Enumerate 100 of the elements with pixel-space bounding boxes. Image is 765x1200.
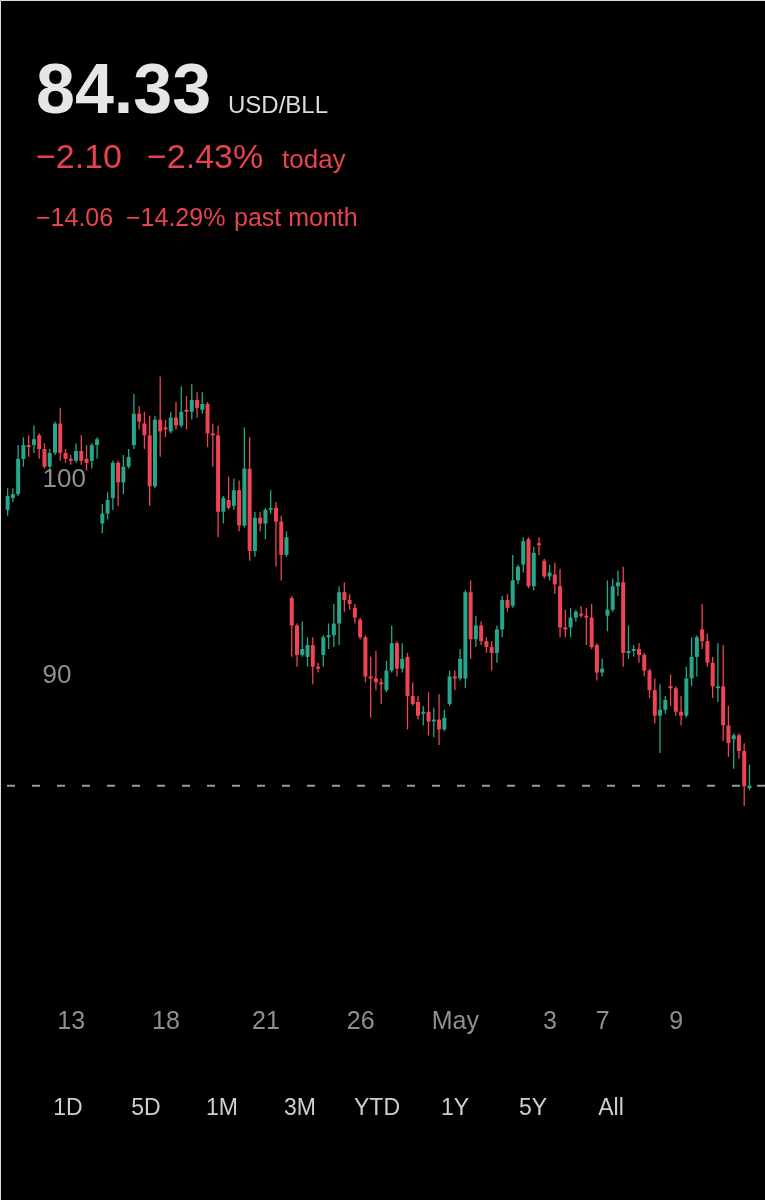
candlestick (100, 503, 105, 534)
candlestick (326, 622, 331, 650)
candlestick (158, 375, 163, 458)
annotation: −2.10 (36, 137, 123, 175)
annotation: −2.43% (147, 137, 264, 175)
candlestick (658, 683, 663, 754)
candlestick (726, 705, 731, 758)
annotation: 1Y (440, 1094, 470, 1120)
candlestick (268, 489, 273, 515)
annotation: −14.29% (126, 203, 226, 231)
x-tick-label: May (431, 1005, 480, 1034)
annotation: 5D (131, 1094, 161, 1120)
candlestick (636, 642, 641, 664)
candlestick (668, 673, 673, 707)
candlestick (221, 495, 226, 525)
candlestick (731, 732, 736, 770)
candlestick (84, 444, 89, 472)
candlestick (689, 636, 694, 687)
candlestick (184, 395, 189, 431)
annotation: past month (234, 203, 358, 231)
candlestick (258, 511, 263, 533)
candlestick (710, 656, 715, 699)
y-tick-label: 100 (42, 462, 86, 493)
candlestick (568, 607, 573, 638)
text: 84.33 (36, 50, 212, 128)
x-tick-label: 18 (152, 1005, 180, 1034)
candlestick (373, 650, 378, 691)
candlestick (137, 405, 142, 431)
candlestick (310, 636, 315, 685)
candlestick (479, 620, 484, 646)
candlestick (384, 660, 389, 693)
candlestick (521, 536, 526, 574)
candlestick (79, 434, 84, 466)
candlestick (342, 581, 347, 613)
candlestick (231, 477, 236, 511)
candlestick (579, 605, 584, 619)
candlestick (615, 569, 620, 597)
candlestick (121, 454, 126, 495)
candlestick (31, 424, 36, 454)
candlestick (316, 662, 321, 674)
x-tick-label: 3 (543, 1005, 557, 1034)
x-tick-label: 26 (346, 1005, 375, 1034)
candlestick (305, 636, 310, 668)
candlestick (552, 562, 557, 595)
candlestick (321, 634, 326, 668)
candlestick (584, 607, 589, 646)
x-tick-label: 13 (57, 1005, 86, 1034)
candlestick (358, 617, 363, 640)
candlestick (400, 642, 405, 674)
candlestick (679, 695, 684, 727)
candlestick (47, 448, 52, 470)
candlestick (421, 705, 426, 727)
candlestick (116, 460, 121, 507)
annotation: today (282, 144, 346, 174)
candlestick (21, 436, 26, 468)
candlestick (705, 632, 710, 668)
candlestick (300, 620, 305, 658)
candlestick (426, 691, 431, 736)
candlestick (189, 383, 194, 421)
x-tick-label: 21 (252, 1005, 280, 1034)
candlestick (647, 667, 652, 699)
candlestick (736, 732, 741, 760)
candlestick (605, 579, 610, 633)
text: USD/BLL (228, 91, 329, 118)
annotation: −14.06 (36, 203, 114, 231)
candlestick (200, 391, 205, 415)
annotation: YTD (354, 1094, 400, 1120)
candlestick (379, 677, 384, 705)
candlestick (473, 615, 478, 648)
candlestick (610, 577, 615, 613)
candlestick (626, 624, 631, 660)
candlestick (284, 530, 289, 558)
annotation: 1M (206, 1094, 238, 1120)
candlestick (352, 603, 357, 625)
candlestick (542, 558, 547, 580)
x-tick-label: 9 (669, 1005, 684, 1034)
candlestick (273, 501, 278, 568)
candlestick (179, 385, 184, 429)
candlestick (700, 603, 705, 650)
candlestick (673, 685, 678, 717)
candlestick (168, 411, 173, 434)
candlestick (515, 564, 520, 585)
candlestick (142, 411, 147, 450)
candlestick (126, 448, 131, 470)
candlestick (74, 442, 79, 464)
y-tick-label: 90 (42, 659, 72, 690)
candlestick (173, 401, 178, 431)
candlestick (331, 603, 336, 648)
candlestick (26, 434, 31, 458)
candlestick (89, 442, 94, 470)
candlestick (263, 507, 268, 540)
annotation: 5Y (518, 1094, 548, 1120)
candlestick (442, 709, 447, 733)
candlestick (537, 536, 542, 556)
candlestick (37, 432, 42, 460)
candlestick (715, 642, 720, 703)
candlestick (494, 624, 499, 664)
x-tick-label: 7 (595, 1005, 610, 1034)
candlestick (642, 652, 647, 678)
annotation: 1D (53, 1094, 83, 1120)
